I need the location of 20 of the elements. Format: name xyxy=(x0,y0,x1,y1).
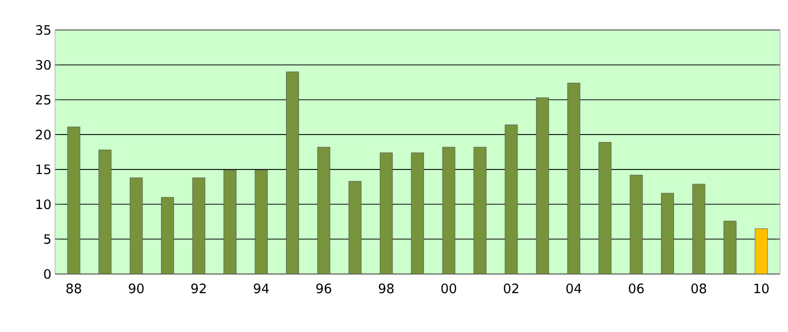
y-tick-label: 25 xyxy=(36,94,50,105)
x-tick-label: 88 xyxy=(66,284,82,294)
y-tick-label: 35 xyxy=(36,25,50,35)
x-tick-label: 10 xyxy=(754,284,769,294)
x-tick-label: 04 xyxy=(566,284,582,294)
x-tick-label: 00 xyxy=(441,284,456,294)
x-tick-label: 06 xyxy=(628,284,644,294)
y-tick-label: 20 xyxy=(36,130,51,140)
x-tick-label: 96 xyxy=(316,284,332,294)
y-tick-label: 10 xyxy=(36,199,51,210)
x-tick-label: 08 xyxy=(691,284,706,294)
x-tick-label: 90 xyxy=(128,284,144,294)
y-tick-label: 30 xyxy=(36,60,51,70)
y-tick-label: 5 xyxy=(44,234,50,244)
y-tick-label: 0 xyxy=(44,269,51,279)
x-tick-label: 98 xyxy=(378,284,394,294)
x-tick-label: 02 xyxy=(504,284,518,294)
y-tick-label: 15 xyxy=(36,164,50,174)
x-tick-label: 94 xyxy=(254,284,269,294)
x-tick-label: 92 xyxy=(191,284,206,294)
